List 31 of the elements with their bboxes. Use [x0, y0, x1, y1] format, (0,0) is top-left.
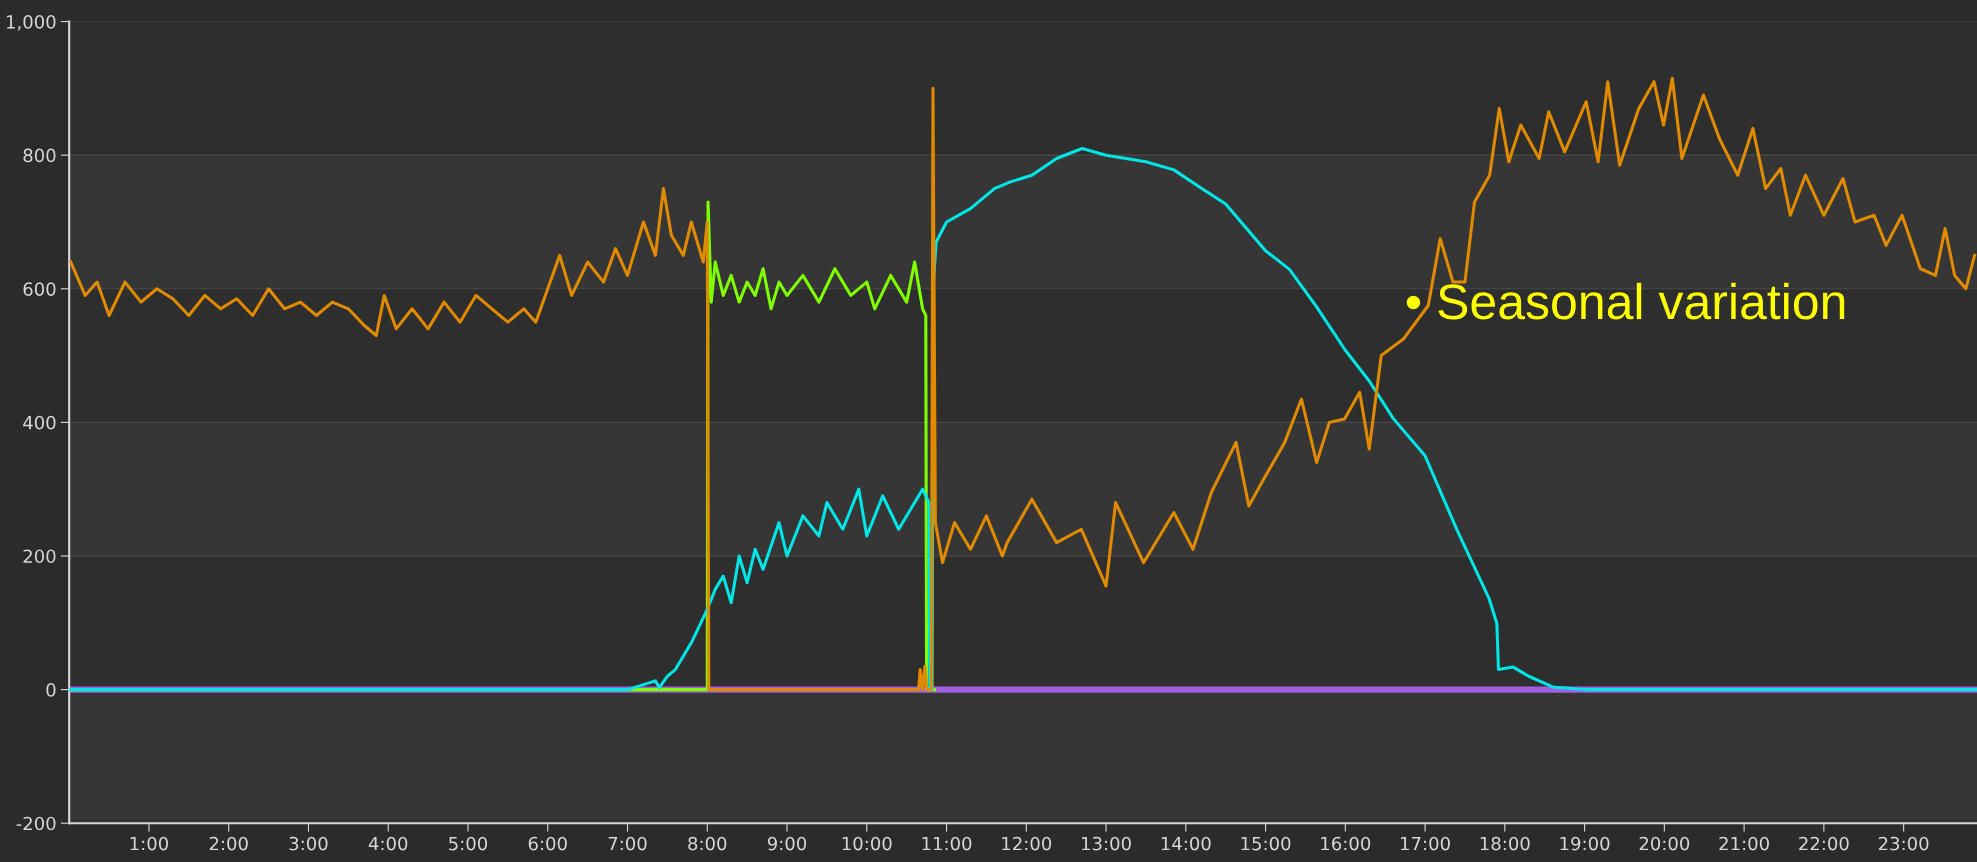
x-tick-label: 15:00: [1241, 836, 1291, 851]
x-tick-label: 7:00: [608, 836, 647, 851]
x-tick-label: 9:00: [767, 836, 807, 851]
x-tick-label: 5:00: [449, 836, 488, 851]
x-tick-label: 8:00: [688, 836, 727, 851]
y-tick-label: -200: [16, 816, 56, 831]
x-tick-label: 23:00: [1878, 836, 1929, 851]
x-tick-label: 14:00: [1161, 836, 1211, 851]
y-tick-label: 600: [23, 282, 56, 296]
x-tick-label: 21:00: [1719, 836, 1769, 851]
x-tick-label: 20:00: [1639, 836, 1690, 851]
x-tick-label: 6:00: [528, 836, 567, 851]
y-tick-label: 400: [23, 415, 56, 430]
x-tick-label: 10:00: [842, 836, 892, 851]
x-tick-label: 3:00: [289, 836, 328, 851]
x-tick-label: 19:00: [1560, 836, 1610, 851]
y-tick-label: 200: [23, 549, 56, 564]
x-tick-label: 16:00: [1321, 836, 1371, 851]
x-tick-label: 11:00: [922, 836, 972, 851]
annotation: • Seasonal variation: [1406, 282, 1845, 320]
x-tick-label: 13:00: [1082, 836, 1131, 851]
x-tick-label: 12:00: [1002, 836, 1052, 851]
x-tick-label: 2:00: [209, 836, 248, 851]
x-tick-label: 18:00: [1480, 836, 1530, 851]
x-tick-label: 17:00: [1401, 836, 1450, 851]
x-tick-label: 1:00: [130, 836, 169, 851]
y-tick-label: 0: [46, 683, 56, 697]
x-tick-label: 22:00: [1799, 836, 1849, 851]
x-tick-label: 4:00: [368, 836, 408, 851]
y-tick-label: 1,000: [6, 15, 56, 31]
y-tick-label: 800: [23, 148, 56, 163]
